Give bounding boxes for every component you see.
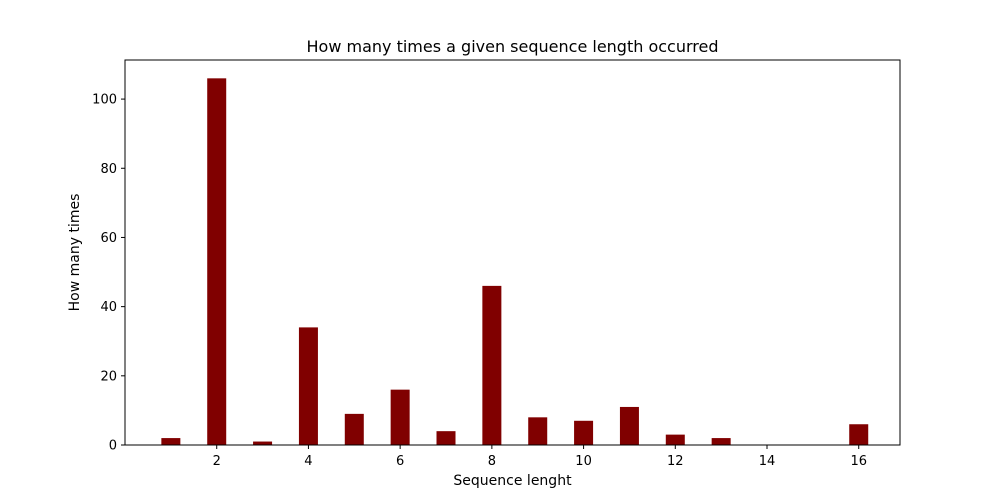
chart-title: How many times a given sequence length o… bbox=[307, 37, 719, 56]
y-axis-ticks: 0 20 40 60 80 100 bbox=[92, 93, 125, 454]
bar-1 bbox=[161, 438, 181, 445]
bar-7 bbox=[436, 431, 456, 445]
bar-10 bbox=[574, 420, 594, 445]
x-tick-label: 16 bbox=[850, 454, 867, 469]
plot-area-frame bbox=[124, 59, 901, 446]
bar-8 bbox=[482, 285, 502, 445]
x-tick-label: 2 bbox=[213, 454, 221, 469]
y-tick-label: 100 bbox=[92, 93, 117, 108]
x-tick-label: 6 bbox=[396, 454, 404, 469]
bar-12 bbox=[665, 434, 685, 445]
y-tick-label: 60 bbox=[100, 231, 117, 246]
x-tick-label: 8 bbox=[488, 454, 496, 469]
x-tick-label: 12 bbox=[667, 454, 684, 469]
x-axis-ticks: 2 4 6 8 10 12 14 16 bbox=[213, 445, 867, 469]
bar-6 bbox=[390, 389, 410, 445]
bar-3 bbox=[253, 441, 273, 445]
y-tick-label: 40 bbox=[100, 300, 117, 315]
bar-16 bbox=[849, 424, 869, 445]
y-axis-title: How many times bbox=[67, 194, 83, 312]
x-tick-label: 10 bbox=[575, 454, 592, 469]
bar-5 bbox=[344, 413, 364, 445]
bar-9 bbox=[528, 417, 548, 445]
y-tick-label: 20 bbox=[100, 369, 117, 384]
bar-2 bbox=[207, 78, 227, 445]
x-tick-label: 4 bbox=[304, 454, 312, 469]
x-tick-label: 14 bbox=[759, 454, 776, 469]
bar-11 bbox=[619, 406, 639, 445]
bar-4 bbox=[298, 327, 318, 445]
y-tick-label: 0 bbox=[109, 439, 117, 454]
y-tick-label: 80 bbox=[100, 162, 117, 177]
bars-group bbox=[161, 78, 869, 445]
bar-13 bbox=[711, 438, 731, 445]
x-axis-title: Sequence lenght bbox=[453, 473, 572, 489]
